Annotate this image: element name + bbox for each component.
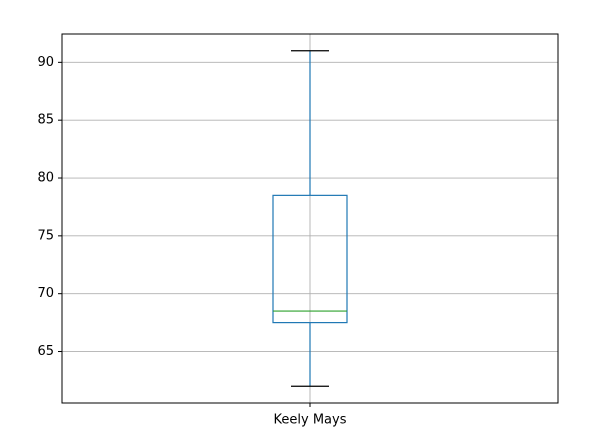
y-tick-label: 85 <box>37 113 54 128</box>
y-tick-label: 65 <box>37 344 54 359</box>
iqr-box <box>272 194 348 324</box>
x-tick-label: Keely Mays <box>274 413 347 428</box>
y-tick-label: 70 <box>37 286 54 301</box>
y-tick-label: 80 <box>37 171 54 186</box>
y-tick-label: 90 <box>37 55 54 70</box>
box-plot-marks <box>272 50 348 387</box>
axes: 65 70 75 80 85 90 Keely Mays <box>37 55 346 428</box>
y-tick-label: 75 <box>37 228 54 243</box>
